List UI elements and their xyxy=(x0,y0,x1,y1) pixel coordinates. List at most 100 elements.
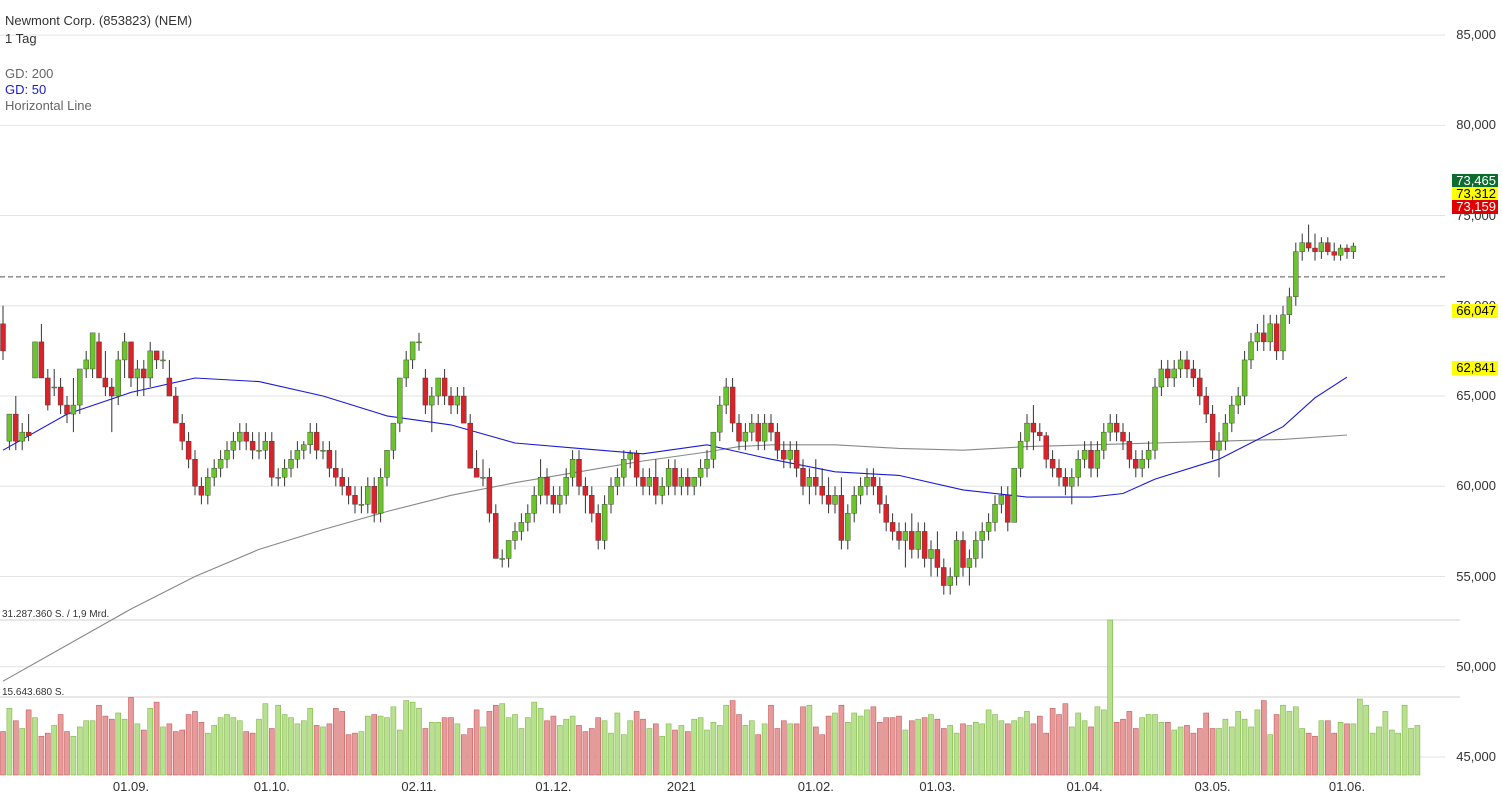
candle xyxy=(1133,450,1139,478)
candle-body xyxy=(198,486,205,496)
candle xyxy=(793,441,800,478)
candle xyxy=(1293,242,1299,306)
candle xyxy=(659,477,665,505)
candle xyxy=(851,486,857,523)
volume-bar xyxy=(38,735,45,776)
volume-bar xyxy=(1145,714,1152,776)
candle-body xyxy=(704,459,710,469)
volume-bar xyxy=(134,723,141,776)
candle xyxy=(992,495,998,532)
candle-body xyxy=(1056,468,1062,478)
candle-body xyxy=(1043,435,1049,460)
candle xyxy=(800,459,806,496)
candle xyxy=(531,486,537,523)
candle xyxy=(537,459,544,505)
candle xyxy=(845,504,851,550)
candle-body xyxy=(710,431,717,460)
candle-body xyxy=(947,576,953,586)
candle-body xyxy=(1094,449,1101,469)
candle-body xyxy=(109,386,115,397)
candle xyxy=(544,468,550,505)
candle-body xyxy=(1331,251,1337,256)
candle xyxy=(736,414,742,451)
candle xyxy=(64,396,70,424)
volume-bar xyxy=(1024,711,1030,776)
candle-body xyxy=(883,504,889,523)
candle xyxy=(333,450,339,487)
volume-bar xyxy=(966,725,973,776)
volume-bar xyxy=(1248,726,1254,776)
volume-bar xyxy=(755,734,762,776)
volume-bar xyxy=(19,728,26,776)
candle-body xyxy=(333,468,339,478)
volume-bar xyxy=(109,718,115,776)
candle-body xyxy=(653,477,659,496)
volume-bar xyxy=(435,721,442,776)
candle-body xyxy=(1209,413,1216,451)
candle xyxy=(1203,387,1209,424)
candle xyxy=(998,486,1005,514)
x-tick-label: 03.05. xyxy=(1194,779,1231,794)
volume-bar xyxy=(352,732,358,776)
candle-body xyxy=(166,377,173,397)
candle xyxy=(505,540,512,568)
candle-body xyxy=(179,422,185,442)
legend-gd50[interactable]: GD: 50 xyxy=(5,82,47,97)
candle xyxy=(313,423,320,460)
candle-body xyxy=(1273,323,1280,352)
candle-body xyxy=(57,386,64,406)
legend-gd200[interactable]: GD: 200 xyxy=(5,66,54,81)
volume-bar xyxy=(870,706,877,776)
candle xyxy=(89,332,96,378)
candle-body xyxy=(1133,459,1139,469)
candle xyxy=(672,459,678,496)
candle xyxy=(1139,450,1145,478)
candle-body xyxy=(806,477,813,487)
candle xyxy=(953,531,960,586)
candle-body xyxy=(397,377,403,424)
volume-bar xyxy=(358,731,365,776)
candle-body xyxy=(512,531,518,541)
volume-bar xyxy=(563,718,570,776)
candle xyxy=(691,477,697,496)
legend-horizontal-line[interactable]: Horizontal Line xyxy=(5,98,92,113)
candle-body xyxy=(237,431,243,442)
candle xyxy=(1177,350,1184,378)
volume-bar xyxy=(921,717,928,776)
candle xyxy=(38,323,45,379)
volume-bar xyxy=(1401,704,1408,776)
volume-bar xyxy=(409,701,416,776)
volume-bar xyxy=(339,711,346,776)
candle xyxy=(601,495,608,550)
volume-bar xyxy=(230,717,237,776)
candle-body xyxy=(915,531,921,550)
volume-bar xyxy=(313,725,320,776)
volume-bar xyxy=(825,715,832,776)
volume-bar xyxy=(0,731,6,776)
candle xyxy=(237,423,243,451)
candle-body xyxy=(377,477,384,514)
volume-bar xyxy=(179,729,185,776)
candle-body xyxy=(416,341,422,344)
candle xyxy=(1171,359,1177,388)
candle-body xyxy=(45,377,51,406)
candle-body xyxy=(877,486,883,505)
volume-bar xyxy=(672,729,678,776)
volume-bar xyxy=(659,735,666,776)
candle xyxy=(377,468,384,523)
volume-bar xyxy=(332,708,339,776)
volume-bar xyxy=(928,714,934,776)
candle xyxy=(1069,468,1075,505)
candle xyxy=(397,377,403,433)
candle xyxy=(749,414,755,442)
candle xyxy=(819,468,825,505)
candle-body xyxy=(153,350,160,361)
candle xyxy=(633,450,640,487)
candle xyxy=(454,387,461,415)
candle xyxy=(384,449,390,487)
candle-body xyxy=(160,359,166,362)
candle xyxy=(134,359,141,397)
candle xyxy=(70,377,77,433)
candle xyxy=(1267,314,1273,351)
